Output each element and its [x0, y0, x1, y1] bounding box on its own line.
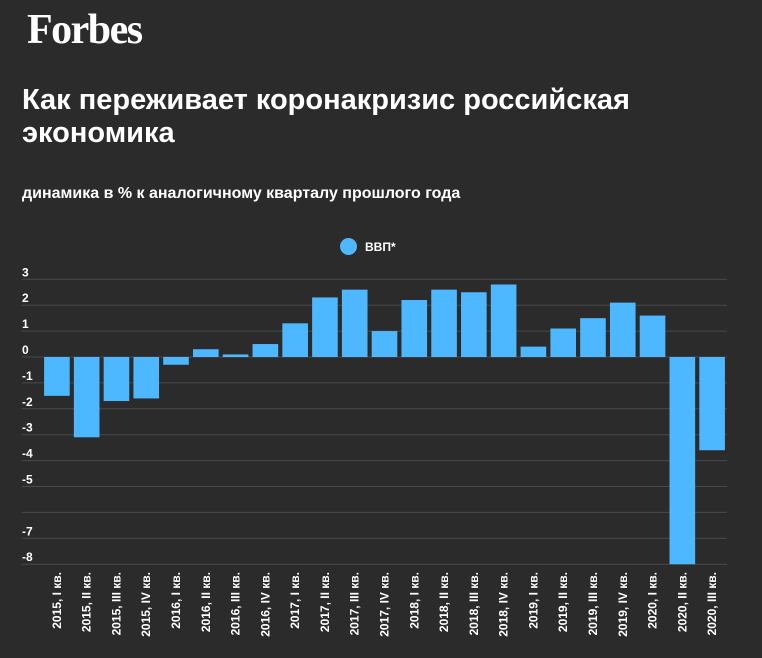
- x-tick-label: 2017, I кв.: [288, 572, 302, 629]
- legend-label-gdp: ВВП*: [365, 239, 396, 254]
- y-tick-label: -2: [22, 395, 33, 409]
- bar-15: [461, 292, 487, 357]
- bar-13: [401, 300, 428, 357]
- bar-4: [133, 357, 160, 399]
- y-tick-label: 1: [22, 317, 29, 331]
- x-tick-label: 2018, I кв.: [407, 572, 421, 629]
- bar-7: [222, 354, 249, 357]
- x-tick-label: 2015, III кв.: [109, 572, 123, 635]
- y-tick-label: -3: [22, 421, 33, 435]
- y-tick-label: -8: [22, 550, 33, 564]
- x-tick-label: 2020, III кв.: [705, 572, 719, 635]
- chart-subtitle: динамика в % к аналогичному кварталу про…: [22, 185, 461, 202]
- legend-swatch-gdp: [340, 238, 357, 255]
- x-tick-label: 2019, III кв.: [586, 572, 600, 635]
- forbes-logo: Forbes: [27, 7, 143, 53]
- y-tick-label: -1: [22, 369, 33, 383]
- y-tick-label: -4: [22, 447, 33, 461]
- chart-legend: ВВП*: [340, 238, 396, 255]
- bar-20: [609, 302, 636, 357]
- bar-2: [73, 357, 100, 438]
- x-tick-label: 2017, II кв.: [318, 572, 332, 632]
- x-tick-label: 2017, IV кв.: [378, 572, 392, 637]
- x-tick-label: 2019, II кв.: [556, 572, 570, 632]
- y-tick-label: -7: [22, 524, 33, 538]
- bar-18: [550, 328, 577, 357]
- x-tick-label: 2018, III кв.: [467, 572, 481, 635]
- x-tick-label: 2016, I кв.: [169, 572, 183, 629]
- bar-3: [103, 357, 130, 402]
- x-tick-label: 2019, IV кв.: [616, 572, 630, 637]
- bar-17: [520, 346, 547, 357]
- x-tick-label: 2015, I кв.: [50, 572, 64, 629]
- bar-6: [192, 349, 219, 357]
- x-tick-label: 2015, II кв.: [80, 572, 94, 632]
- x-tick-label: 2017, III кв.: [348, 572, 362, 635]
- chart-title: Как переживает коронакризис российская э…: [22, 84, 630, 149]
- bar-21: [639, 315, 666, 357]
- y-tick-label: 3: [22, 265, 29, 279]
- bar-11: [341, 289, 368, 357]
- y-tick-label: -5: [22, 473, 33, 487]
- x-tick-label: 2015, IV кв.: [139, 572, 153, 637]
- x-tick-label: 2020, II кв.: [675, 572, 689, 632]
- x-tick-label: 2016, II кв.: [199, 572, 213, 632]
- bar-12: [371, 331, 398, 357]
- bar-23: [699, 357, 725, 451]
- y-tick-label: 0: [22, 343, 29, 357]
- bar-8: [252, 344, 279, 357]
- bar-1: [44, 357, 70, 396]
- bar-5: [163, 357, 189, 365]
- bar-14: [431, 289, 457, 357]
- bar-16: [490, 284, 517, 357]
- bar-22: [669, 357, 696, 565]
- bar-10: [312, 297, 338, 357]
- x-tick-label: 2016, IV кв.: [258, 572, 272, 637]
- x-tick-label: 2020, I кв.: [646, 572, 660, 629]
- bar-9: [282, 323, 308, 357]
- x-tick-label: 2019, I кв.: [526, 572, 540, 629]
- x-tick-label: 2016, III кв.: [229, 572, 243, 635]
- x-tick-label: 2018, IV кв.: [497, 572, 511, 637]
- bar-19: [580, 318, 606, 357]
- x-tick-label: 2018, II кв.: [437, 572, 451, 632]
- y-tick-label: 2: [22, 291, 29, 305]
